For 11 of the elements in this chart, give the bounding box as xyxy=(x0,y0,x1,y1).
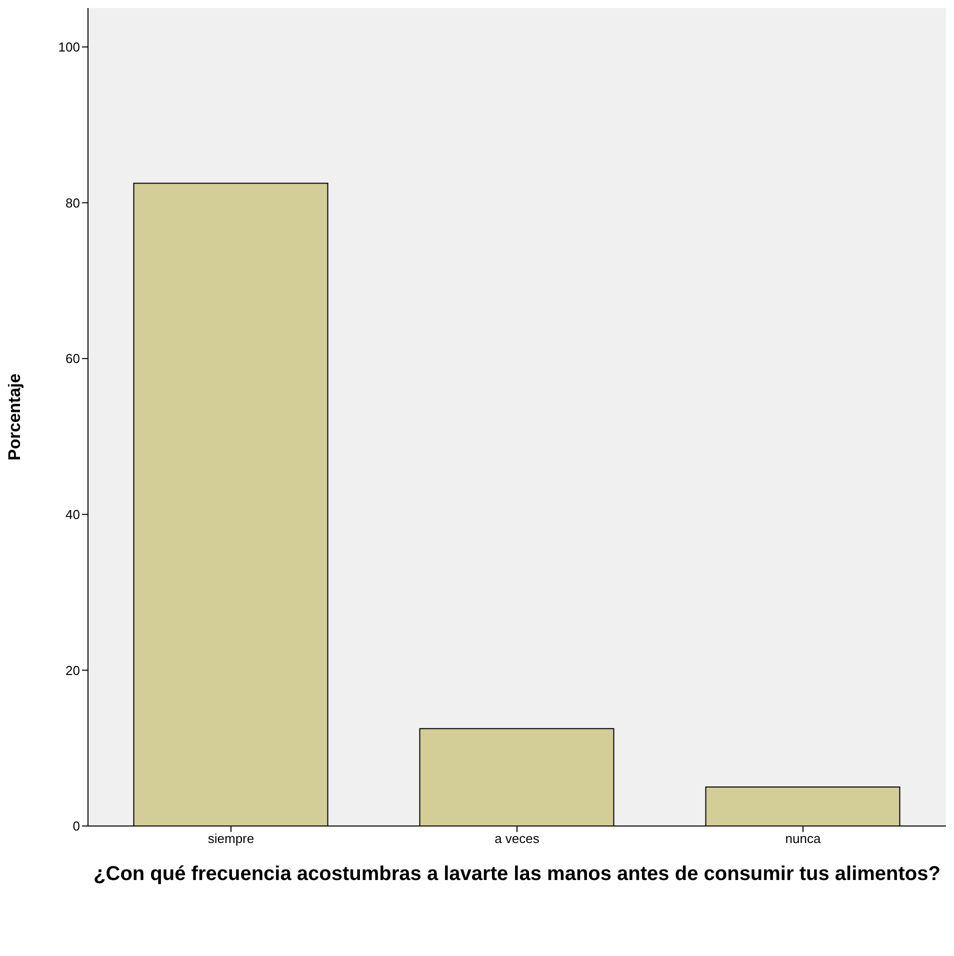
y-tick-label: 60 xyxy=(66,351,80,366)
y-axis-title: Porcentaje xyxy=(5,374,24,460)
y-tick-label: 20 xyxy=(66,662,80,678)
y-tick-label: 40 xyxy=(66,506,80,522)
y-tick-label: 0 xyxy=(72,818,80,834)
y-tick-label: 100 xyxy=(58,40,80,55)
x-tick-label: a veces xyxy=(494,831,540,846)
x-tick-label: siempre xyxy=(208,831,254,846)
x-tick-label: nunca xyxy=(785,831,822,846)
y-tick-label: 80 xyxy=(66,195,80,210)
x-axis-title: ¿Con qué frecuencia acostumbras a lavarte las manos antes de consumir tus alimentos? xyxy=(92,862,942,886)
